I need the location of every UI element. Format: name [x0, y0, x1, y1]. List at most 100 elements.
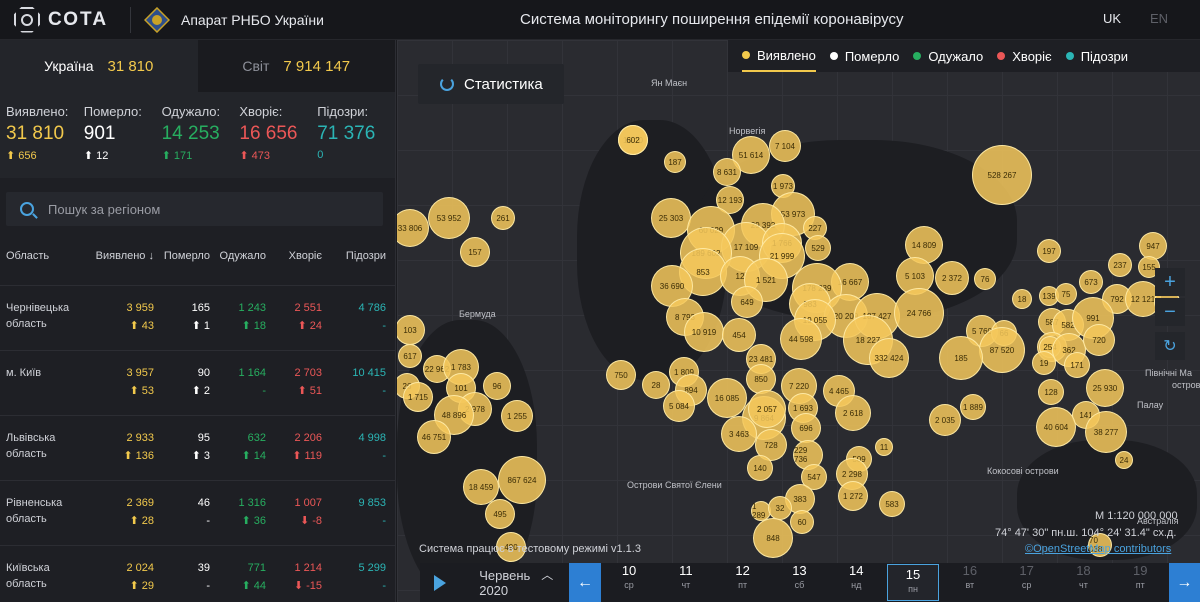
day-item[interactable]: 15 пн — [887, 564, 940, 601]
case-bubble[interactable]: 454 — [722, 318, 756, 352]
case-bubble[interactable]: 850 — [746, 364, 776, 394]
refresh-icon[interactable]: ↻ — [1155, 332, 1185, 360]
lang-uk-button[interactable]: UK — [1103, 11, 1122, 26]
table-row[interactable]: Чернівецька область 3 959 ⬆ 43 165 ⬆ 1 1 243 ⬆… — [0, 286, 395, 351]
day-item[interactable]: 12 пт — [717, 564, 769, 601]
case-bubble[interactable]: 7 104 — [769, 130, 801, 162]
case-bubble[interactable]: 75 — [1055, 283, 1077, 305]
legend-item[interactable]: Підозри — [1065, 49, 1128, 64]
legend-item[interactable]: Хворіє — [997, 49, 1052, 64]
case-bubble[interactable]: 25 303 — [651, 198, 691, 238]
search-box[interactable] — [6, 192, 383, 226]
lang-en-button[interactable]: EN — [1150, 11, 1169, 26]
day-item[interactable]: 11 чт — [660, 564, 712, 601]
case-bubble[interactable]: 12 193 — [716, 186, 744, 214]
case-bubble[interactable]: 529 — [805, 235, 831, 261]
day-item[interactable]: 13 сб — [773, 564, 825, 601]
case-bubble[interactable]: 197 — [1037, 239, 1061, 263]
case-bubble[interactable]: 237 — [1108, 253, 1132, 277]
table-row[interactable]: Київська область 2 024 ⬆ 29 39-771 ⬆ 44 1 214… — [0, 546, 395, 602]
case-bubble[interactable]: 10 919 — [684, 312, 724, 352]
case-bubble[interactable]: 76 — [974, 268, 996, 290]
case-bubble[interactable]: 24 — [1115, 451, 1133, 469]
osm-attribution-link[interactable]: ©OpenStreetMap contributors — [1025, 543, 1172, 555]
case-bubble[interactable]: 185 — [939, 336, 983, 380]
day-item[interactable]: 16 вт — [944, 564, 996, 601]
day-item[interactable]: 17 ср — [1001, 564, 1053, 601]
case-bubble[interactable]: 171 — [1064, 352, 1090, 378]
case-bubble[interactable]: 2 372 — [935, 261, 969, 295]
case-bubble[interactable]: 44 598 — [780, 318, 822, 360]
case-bubble[interactable]: 947 — [1139, 232, 1167, 260]
case-bubble[interactable]: 11 — [875, 438, 893, 456]
case-bubble[interactable]: 1 521 — [744, 258, 788, 302]
case-bubble[interactable]: 528 267 — [972, 145, 1032, 205]
case-bubble[interactable]: 155 — [1138, 256, 1160, 278]
month-selector[interactable]: Червень ︿ 2020 — [457, 568, 569, 598]
zoom-out-button[interactable]: − — [1155, 298, 1185, 326]
case-bubble[interactable]: 103 — [397, 315, 425, 345]
case-bubble[interactable]: 32 — [768, 496, 792, 520]
case-bubble[interactable]: 728 — [755, 429, 787, 461]
case-bubble[interactable]: 70 038 — [1088, 533, 1112, 557]
case-bubble[interactable]: 53 952 — [428, 197, 470, 239]
case-bubble[interactable]: 5 084 — [663, 390, 695, 422]
case-bubble[interactable]: 2 057 — [748, 390, 786, 428]
search-input[interactable] — [48, 201, 348, 217]
case-bubble[interactable]: 1 715 — [403, 382, 433, 412]
case-bubble[interactable]: 3 463 — [721, 416, 757, 452]
case-bubble[interactable]: 696 — [791, 413, 821, 443]
case-bubble[interactable]: 140 — [747, 455, 773, 481]
case-bubble[interactable]: 8 631 — [713, 158, 741, 186]
case-bubble[interactable]: 28 — [642, 371, 670, 399]
table-row[interactable]: Львівська область 2 933 ⬆ 136 95 ⬆ 3 632 ⬆ 14 2… — [0, 416, 395, 481]
case-bubble[interactable]: 96 — [483, 372, 511, 400]
logo[interactable]: СОТА — [14, 6, 130, 33]
case-bubble[interactable]: 60 — [790, 510, 814, 534]
case-bubble[interactable]: 1 889 — [960, 394, 986, 420]
case-bubble[interactable]: 649 — [731, 286, 763, 318]
case-bubble[interactable]: 40 604 — [1036, 407, 1076, 447]
zoom-in-button[interactable]: + — [1155, 268, 1185, 296]
case-bubble[interactable]: 617 — [398, 344, 422, 368]
case-bubble[interactable]: 720 — [1083, 324, 1115, 356]
case-bubble[interactable]: 1 272 — [838, 481, 868, 511]
case-bubble[interactable]: 673 — [1079, 270, 1103, 294]
case-bubble[interactable]: 2 035 — [929, 404, 961, 436]
case-bubble[interactable]: 495 — [485, 499, 515, 529]
case-bubble[interactable]: 1 973 — [771, 174, 795, 198]
case-bubble[interactable]: 2 618 — [835, 395, 871, 431]
case-bubble[interactable]: 1 255 — [501, 400, 533, 432]
legend-item[interactable]: Померло — [829, 49, 899, 64]
tab-ukraine[interactable]: Україна 31 810 — [0, 40, 198, 92]
case-bubble[interactable]: 848 — [753, 518, 793, 558]
tab-world[interactable]: Світ 7 914 147 — [197, 40, 395, 92]
case-bubble[interactable]: 157 — [460, 237, 490, 267]
case-bubble[interactable]: 187 — [664, 151, 686, 173]
table-row[interactable]: Рівненська область 2 369 ⬆ 28 46-1 316 ⬆ 36 1… — [0, 481, 395, 546]
case-bubble[interactable]: 332 424 — [869, 338, 909, 378]
column-header[interactable]: Виявлено ↓ — [95, 249, 154, 262]
prev-day-button[interactable]: ← — [569, 563, 601, 602]
case-bubble[interactable]: 547 — [801, 464, 827, 490]
play-button[interactable] — [420, 563, 457, 602]
next-day-button[interactable]: → — [1168, 563, 1200, 602]
day-item[interactable]: 14 нд — [830, 564, 882, 601]
day-item[interactable]: 10 ср — [603, 564, 655, 601]
legend-item[interactable]: Виявлено — [742, 40, 816, 72]
case-bubble[interactable]: 490 — [496, 532, 526, 562]
case-bubble[interactable]: 128 — [1038, 379, 1064, 405]
case-bubble[interactable]: 87 520 — [979, 327, 1025, 373]
case-bubble[interactable]: 38 277 — [1085, 411, 1127, 453]
legend-item[interactable]: Одужало — [913, 49, 983, 64]
case-bubble[interactable]: 46 751 — [417, 420, 451, 454]
case-bubble[interactable]: 750 — [606, 360, 636, 390]
case-bubble[interactable]: 602 — [618, 125, 648, 155]
case-bubble[interactable]: 867 624 — [498, 456, 546, 504]
case-bubble[interactable]: 25 930 — [1086, 369, 1124, 407]
case-bubble[interactable]: 261 — [491, 206, 515, 230]
statistics-button[interactable]: Статистика — [418, 64, 564, 104]
case-bubble[interactable]: 16 085 — [707, 378, 747, 418]
